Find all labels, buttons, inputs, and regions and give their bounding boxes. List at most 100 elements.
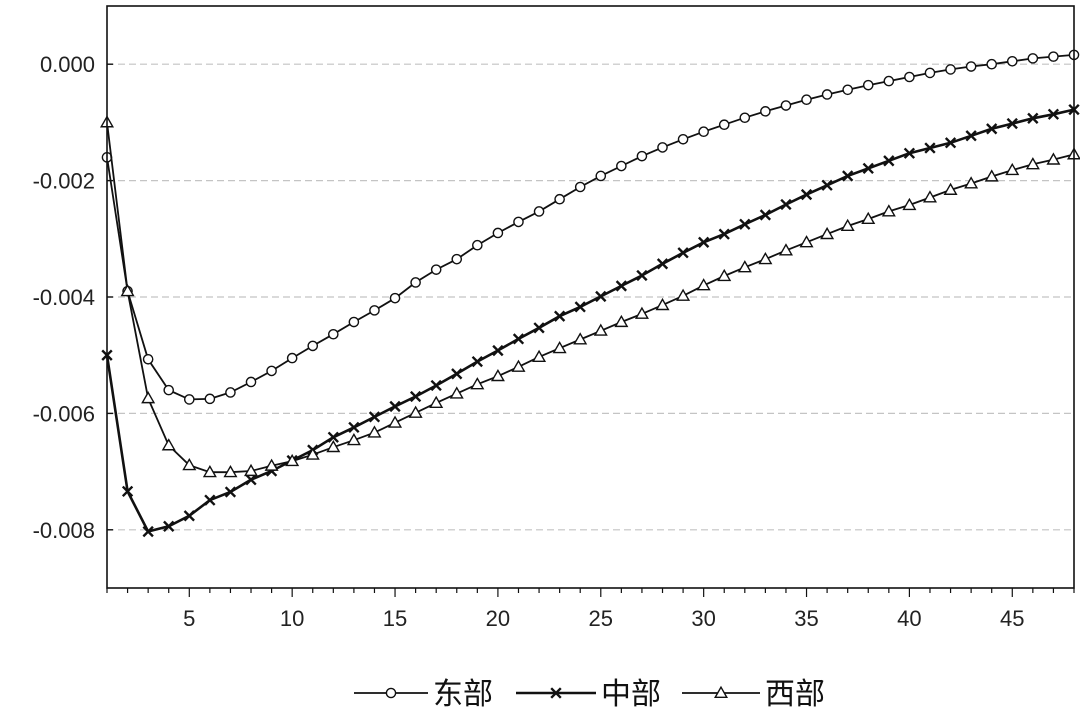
data-point [759,209,772,221]
x-tick-label: 15 [383,606,407,631]
gridlines [107,63,1074,531]
data-point [739,218,751,230]
data-point [512,333,525,345]
data-point [554,193,565,205]
series-circle [101,49,1080,405]
data-point [409,390,422,403]
data-point [223,464,238,478]
legend-label: 中部 [601,677,661,712]
data-point [492,227,504,239]
data-point [204,393,216,405]
data-point [883,155,895,167]
x-tick-label: 35 [794,606,818,631]
x-tick-label: 20 [486,606,510,631]
data-point [904,71,915,83]
legend-label: 东部 [433,677,493,712]
data-point [1025,157,1040,170]
data-point [410,277,421,288]
data-point [881,204,896,217]
data-point [492,344,504,357]
data-point [965,130,977,142]
data-point [369,305,380,316]
data-point [922,190,937,203]
data-point [368,411,381,423]
data-point [801,94,812,106]
data-point [472,239,483,251]
data-point [902,197,917,211]
data-point [924,142,936,154]
x-tick-label: 45 [1000,606,1024,631]
data-point [800,188,813,201]
data-point [862,79,874,91]
data-point [533,322,545,334]
y-tick-label: -0.006 [33,401,95,426]
data-point [883,75,895,87]
data-point [821,89,833,100]
data-point [696,278,711,291]
data-point [307,340,319,352]
data-point [614,314,629,328]
data-point [820,226,835,240]
data-point [224,486,237,498]
data-point [698,236,710,248]
data-point [183,394,195,405]
legend-item: 东部 [354,677,493,712]
data-point [490,368,505,382]
data-point [574,181,586,193]
data-point [780,198,792,211]
data-point [655,297,670,311]
data-point [924,67,936,79]
y-tick-label: -0.002 [33,169,95,194]
data-point [1047,108,1060,120]
data-point [1006,55,1018,67]
data-point [676,288,691,301]
data-point [944,137,957,149]
series-line [106,54,1075,401]
data-point [327,431,339,443]
data-point [1027,53,1039,64]
data-point [204,494,216,506]
data-point [986,123,998,135]
data-point [470,377,485,390]
data-point [861,211,876,225]
data-point [657,142,668,153]
data-point [266,365,277,377]
data-point [471,355,483,368]
legend-marker [550,687,562,699]
data-point [163,384,175,396]
data-point [739,112,751,124]
data-point [636,150,648,162]
data-point [718,228,730,240]
data-point [328,328,339,340]
data-point [264,458,279,471]
data-point [964,176,979,189]
x-tick-label: 10 [280,606,304,631]
data-point [388,415,403,428]
data-point [202,464,217,478]
y-tick-label: -0.008 [33,518,95,543]
series-cross [101,103,1080,538]
data-point [616,160,627,172]
data-point [1048,51,1059,62]
data-point [698,126,709,138]
x-tick-label: 40 [897,606,921,631]
series-triangle [99,115,1080,478]
data-point [348,421,360,434]
data-point [799,235,814,248]
data-point [346,432,361,446]
legend-marker [385,687,397,699]
data-point [408,405,423,418]
data-point [615,280,628,292]
data-point [986,58,998,70]
data-point [965,61,977,72]
data-point [389,292,401,304]
data-point [429,395,444,408]
y-tick-label: -0.004 [33,285,95,310]
data-point [778,243,793,256]
data-point [163,520,175,532]
data-point [389,400,401,413]
series-line [105,108,1075,534]
data-point [305,447,320,460]
data-point [285,453,300,467]
